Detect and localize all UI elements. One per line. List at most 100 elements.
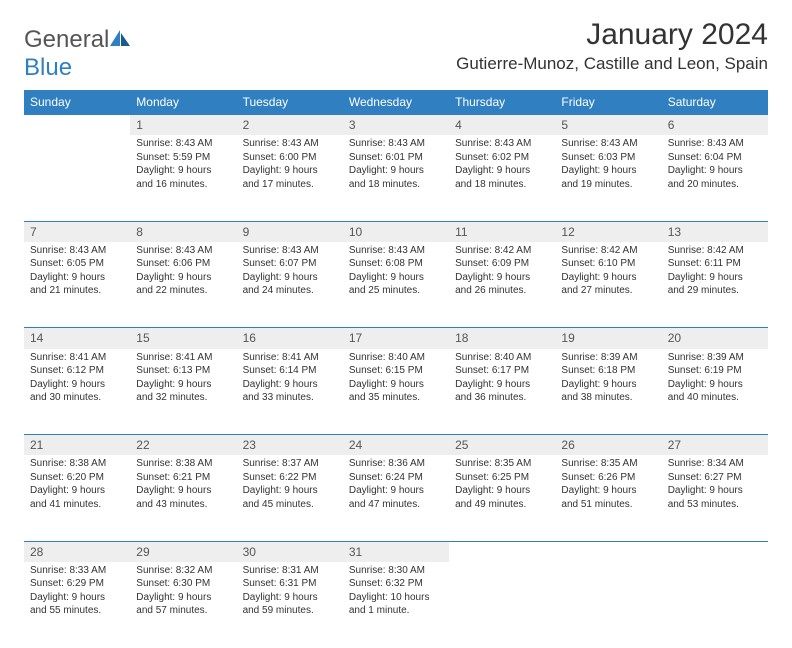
sunset-text: Sunset: 6:03 PM [561, 151, 655, 165]
day-number-row: 14151617181920 [24, 328, 768, 349]
sunset-text: Sunset: 6:02 PM [455, 151, 549, 165]
day-number: 28 [24, 541, 130, 562]
sunset-text: Sunset: 6:15 PM [349, 364, 443, 378]
day-number: 12 [555, 221, 661, 242]
day-number-row: 21222324252627 [24, 435, 768, 456]
sunrise-text: Sunrise: 8:41 AM [243, 351, 337, 365]
sunrise-text: Sunrise: 8:43 AM [30, 244, 124, 258]
day-cell: Sunrise: 8:33 AMSunset: 6:29 PMDaylight:… [24, 562, 130, 648]
sunrise-text: Sunrise: 8:39 AM [668, 351, 762, 365]
day-cell: Sunrise: 8:43 AMSunset: 5:59 PMDaylight:… [130, 135, 236, 221]
sunrise-text: Sunrise: 8:41 AM [30, 351, 124, 365]
day-content-row: Sunrise: 8:41 AMSunset: 6:12 PMDaylight:… [24, 349, 768, 435]
sunset-text: Sunset: 5:59 PM [136, 151, 230, 165]
day-number: 29 [130, 541, 236, 562]
daylight-text: Daylight: 9 hours and 24 minutes. [243, 271, 337, 298]
sunrise-text: Sunrise: 8:43 AM [136, 244, 230, 258]
day-cell [555, 562, 661, 648]
day-number: 19 [555, 328, 661, 349]
calendar-table: SundayMondayTuesdayWednesdayThursdayFrid… [24, 90, 768, 648]
sunset-text: Sunset: 6:18 PM [561, 364, 655, 378]
sunrise-text: Sunrise: 8:39 AM [561, 351, 655, 365]
day-cell: Sunrise: 8:43 AMSunset: 6:02 PMDaylight:… [449, 135, 555, 221]
day-cell: Sunrise: 8:43 AMSunset: 6:03 PMDaylight:… [555, 135, 661, 221]
day-cell: Sunrise: 8:32 AMSunset: 6:30 PMDaylight:… [130, 562, 236, 648]
sunset-text: Sunset: 6:04 PM [668, 151, 762, 165]
sunset-text: Sunset: 6:31 PM [243, 577, 337, 591]
sunrise-text: Sunrise: 8:43 AM [243, 244, 337, 258]
daylight-text: Daylight: 9 hours and 35 minutes. [349, 378, 443, 405]
sunset-text: Sunset: 6:20 PM [30, 471, 124, 485]
daylight-text: Daylight: 9 hours and 41 minutes. [30, 484, 124, 511]
day-number: 7 [24, 221, 130, 242]
day-number: 4 [449, 115, 555, 136]
day-number: 23 [237, 435, 343, 456]
day-cell: Sunrise: 8:43 AMSunset: 6:01 PMDaylight:… [343, 135, 449, 221]
sunset-text: Sunset: 6:01 PM [349, 151, 443, 165]
day-number: 25 [449, 435, 555, 456]
weekday-header-row: SundayMondayTuesdayWednesdayThursdayFrid… [24, 90, 768, 115]
brand-part1: General [24, 26, 109, 53]
sunrise-text: Sunrise: 8:37 AM [243, 457, 337, 471]
sunset-text: Sunset: 6:32 PM [349, 577, 443, 591]
sunset-text: Sunset: 6:24 PM [349, 471, 443, 485]
daylight-text: Daylight: 9 hours and 27 minutes. [561, 271, 655, 298]
day-cell: Sunrise: 8:41 AMSunset: 6:12 PMDaylight:… [24, 349, 130, 435]
location-subtitle: Gutierre-Munoz, Castille and Leon, Spain [456, 54, 768, 74]
day-cell: Sunrise: 8:41 AMSunset: 6:13 PMDaylight:… [130, 349, 236, 435]
sunrise-text: Sunrise: 8:30 AM [349, 564, 443, 578]
day-number: 27 [662, 435, 768, 456]
sunrise-text: Sunrise: 8:38 AM [136, 457, 230, 471]
sunrise-text: Sunrise: 8:33 AM [30, 564, 124, 578]
title-block: January 2024 Gutierre-Munoz, Castille an… [456, 18, 768, 74]
day-cell: Sunrise: 8:38 AMSunset: 6:21 PMDaylight:… [130, 455, 236, 541]
brand-text: General Blue [24, 26, 131, 82]
daylight-text: Daylight: 9 hours and 59 minutes. [243, 591, 337, 618]
day-cell: Sunrise: 8:37 AMSunset: 6:22 PMDaylight:… [237, 455, 343, 541]
sunrise-text: Sunrise: 8:43 AM [455, 137, 549, 151]
sunrise-text: Sunrise: 8:40 AM [349, 351, 443, 365]
sunset-text: Sunset: 6:10 PM [561, 257, 655, 271]
day-cell: Sunrise: 8:43 AMSunset: 6:07 PMDaylight:… [237, 242, 343, 328]
day-number: 16 [237, 328, 343, 349]
sunset-text: Sunset: 6:21 PM [136, 471, 230, 485]
sunrise-text: Sunrise: 8:43 AM [349, 244, 443, 258]
day-cell: Sunrise: 8:38 AMSunset: 6:20 PMDaylight:… [24, 455, 130, 541]
daylight-text: Daylight: 9 hours and 18 minutes. [455, 164, 549, 191]
day-content-row: Sunrise: 8:33 AMSunset: 6:29 PMDaylight:… [24, 562, 768, 648]
daylight-text: Daylight: 9 hours and 51 minutes. [561, 484, 655, 511]
sunrise-text: Sunrise: 8:31 AM [243, 564, 337, 578]
daylight-text: Daylight: 9 hours and 19 minutes. [561, 164, 655, 191]
day-number: 31 [343, 541, 449, 562]
day-cell: Sunrise: 8:40 AMSunset: 6:17 PMDaylight:… [449, 349, 555, 435]
sunset-text: Sunset: 6:22 PM [243, 471, 337, 485]
sunset-text: Sunset: 6:06 PM [136, 257, 230, 271]
daylight-text: Daylight: 9 hours and 53 minutes. [668, 484, 762, 511]
day-number: 8 [130, 221, 236, 242]
weekday-header: Sunday [24, 90, 130, 115]
day-cell: Sunrise: 8:43 AMSunset: 6:05 PMDaylight:… [24, 242, 130, 328]
day-number: 11 [449, 221, 555, 242]
daylight-text: Daylight: 9 hours and 16 minutes. [136, 164, 230, 191]
weekday-header: Thursday [449, 90, 555, 115]
day-number: 30 [237, 541, 343, 562]
day-number: 1 [130, 115, 236, 136]
daylight-text: Daylight: 9 hours and 17 minutes. [243, 164, 337, 191]
brand-logo: General Blue [24, 18, 131, 82]
day-content-row: Sunrise: 8:38 AMSunset: 6:20 PMDaylight:… [24, 455, 768, 541]
day-cell [449, 562, 555, 648]
day-number: 13 [662, 221, 768, 242]
day-cell [24, 135, 130, 221]
day-cell: Sunrise: 8:39 AMSunset: 6:18 PMDaylight:… [555, 349, 661, 435]
sunrise-text: Sunrise: 8:42 AM [455, 244, 549, 258]
sunset-text: Sunset: 6:17 PM [455, 364, 549, 378]
daylight-text: Daylight: 9 hours and 29 minutes. [668, 271, 762, 298]
day-number: 26 [555, 435, 661, 456]
day-number: 22 [130, 435, 236, 456]
sunset-text: Sunset: 6:00 PM [243, 151, 337, 165]
day-number: 3 [343, 115, 449, 136]
day-content-row: Sunrise: 8:43 AMSunset: 5:59 PMDaylight:… [24, 135, 768, 221]
sunrise-text: Sunrise: 8:35 AM [561, 457, 655, 471]
daylight-text: Daylight: 9 hours and 47 minutes. [349, 484, 443, 511]
day-number: 24 [343, 435, 449, 456]
